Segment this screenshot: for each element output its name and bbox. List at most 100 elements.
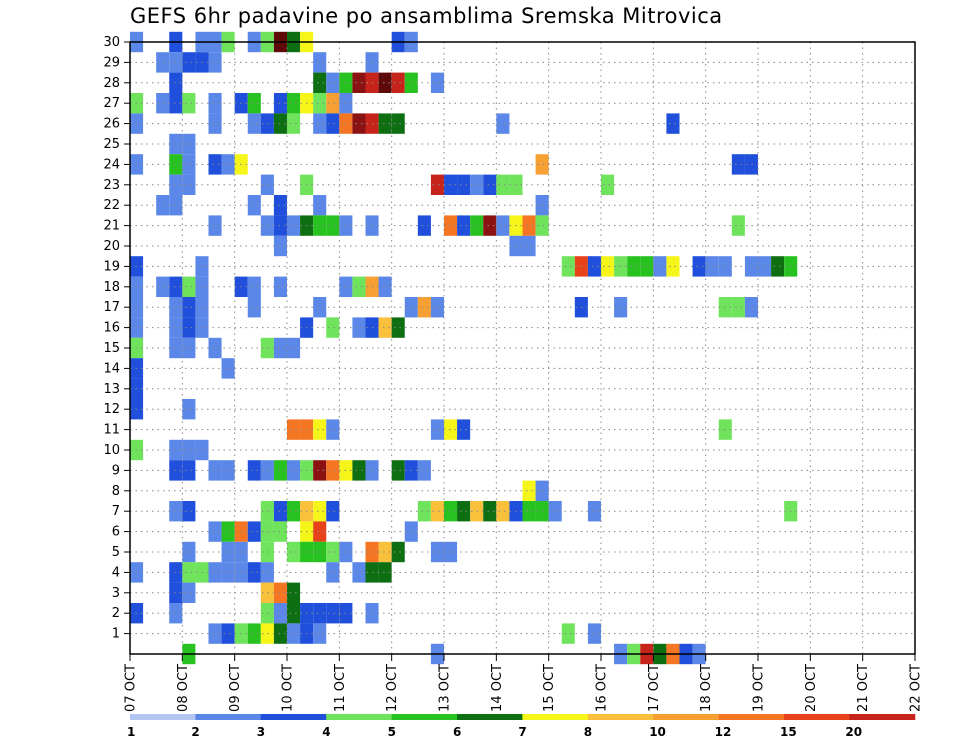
precip-cell [731, 154, 745, 175]
y-tick-label: 15 [103, 341, 120, 356]
precip-cell [273, 603, 287, 624]
precip-cell [156, 52, 170, 73]
color-legend: 1 2 3 4 5 6 7 8 10 12 15 20 [127, 714, 916, 739]
precip-cell [273, 521, 287, 542]
precip-cell [208, 215, 222, 236]
precip-cell [522, 235, 536, 257]
precip-cell [260, 501, 274, 522]
precip-cell [758, 256, 772, 277]
precip-cell [535, 480, 549, 501]
precip-cell [444, 215, 458, 236]
precip-cell [273, 337, 287, 359]
precip-cell [313, 72, 327, 93]
y-tick-label: 7 [112, 504, 120, 519]
precip-cell [169, 52, 183, 73]
precip-cell [273, 113, 287, 134]
y-tick-label: 29 [103, 55, 120, 70]
x-tick-label: 09 OCT [228, 664, 243, 712]
precip-cell [247, 623, 261, 644]
precip-cell [692, 256, 706, 277]
x-tick-label: 21 OCT [856, 664, 871, 712]
precip-cell [313, 419, 327, 440]
precip-cell [182, 337, 196, 359]
precip-cell [182, 52, 196, 73]
precip-cell [522, 215, 536, 236]
precip-cell [182, 582, 196, 603]
precip-cell [378, 113, 392, 134]
precip-cell [313, 93, 327, 114]
precip-cell [378, 72, 392, 93]
precip-cell [182, 399, 196, 420]
precip-cell [391, 113, 405, 134]
precip-cell [247, 93, 261, 114]
precip-cell [771, 256, 785, 277]
y-tick-label: 28 [103, 76, 120, 91]
y-tick-label: 17 [103, 300, 120, 315]
precip-cell [169, 72, 183, 93]
precip-cell [326, 501, 340, 522]
precip-cell [169, 297, 183, 318]
x-tick-label: 14 OCT [490, 664, 505, 712]
precip-cell [247, 562, 261, 583]
precip-cell [744, 256, 758, 277]
precip-cell [247, 113, 261, 134]
precip-cell [522, 480, 536, 501]
precip-cell [221, 154, 235, 175]
precip-cell [273, 582, 287, 603]
precip-cell [313, 460, 327, 481]
precip-cell [430, 72, 444, 93]
precip-cell [483, 215, 497, 236]
precip-cell [208, 113, 222, 134]
precip-cell [182, 317, 196, 338]
x-tick-label: 12 OCT [385, 664, 400, 712]
precip-cell [352, 562, 366, 583]
y-tick-label: 12 [103, 402, 120, 417]
precip-cell [352, 72, 366, 93]
precip-cell [208, 460, 222, 481]
precip-cell [287, 623, 301, 644]
legend-swatch [195, 714, 262, 720]
y-tick-label: 21 [103, 219, 120, 234]
precip-cell [182, 276, 196, 297]
y-tick-label: 22 [103, 198, 120, 213]
precip-cell [313, 521, 327, 542]
precip-cell [352, 113, 366, 134]
precip-cell [352, 276, 366, 297]
precip-cell [182, 174, 196, 195]
precip-cell [313, 297, 327, 318]
y-tick-label: 11 [103, 423, 120, 438]
precip-cell [417, 215, 431, 236]
precip-cell [313, 195, 327, 216]
legend-label: 1 [127, 725, 135, 739]
legend-label: 15 [780, 725, 797, 739]
precip-cell [287, 582, 301, 603]
precip-cell [169, 195, 183, 216]
legend-swatch [326, 714, 393, 720]
precip-cell [378, 562, 392, 583]
precip-cell [182, 93, 196, 114]
precip-cell [182, 133, 196, 155]
precip-cell [561, 623, 575, 644]
precip-cell [221, 460, 235, 481]
precip-cell [169, 582, 183, 603]
y-tick-label: 27 [103, 96, 120, 111]
precip-cell [247, 297, 261, 318]
precip-cell [260, 113, 274, 134]
precip-cell [326, 93, 340, 114]
precip-cell [378, 276, 392, 297]
precip-cell [391, 460, 405, 481]
y-tick-label: 3 [112, 586, 120, 601]
y-tick-label: 16 [103, 321, 120, 336]
precip-cell [653, 256, 667, 277]
precip-cell [287, 460, 301, 481]
precip-cell [273, 215, 287, 236]
precip-cell [457, 501, 471, 522]
precip-cell [287, 215, 301, 236]
x-tick-label: 16 OCT [595, 664, 610, 712]
precip-cell [208, 521, 222, 542]
precip-cell [326, 72, 340, 93]
precip-cell [247, 460, 261, 481]
precip-cell [666, 113, 680, 134]
x-tick-label: 10 OCT [281, 664, 296, 712]
precip-cell [313, 623, 327, 644]
